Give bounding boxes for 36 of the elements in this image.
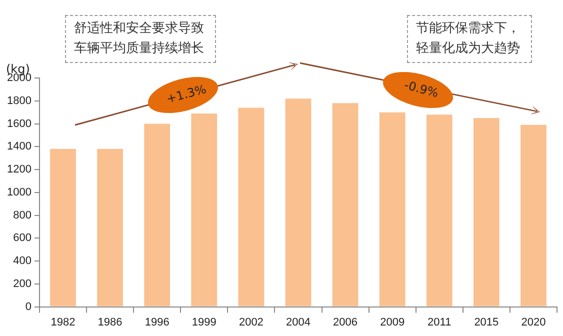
annotation: +1.3% bbox=[164, 82, 208, 106]
text: 舒适性和安全要求导致车辆平均质量持续增长 bbox=[65, 15, 216, 63]
bar bbox=[426, 114, 452, 306]
y-tick-label: 400 bbox=[13, 255, 32, 268]
y-tick-label: 1200 bbox=[6, 164, 32, 176]
bar bbox=[238, 108, 264, 306]
bar bbox=[50, 148, 76, 306]
y-tick-label: 200 bbox=[13, 278, 32, 290]
y-tick-label: 1400 bbox=[6, 140, 32, 153]
y-tick-label: 1600 bbox=[6, 118, 32, 130]
annotation: -0.9% bbox=[402, 78, 440, 100]
y-tick-label: 0 bbox=[25, 300, 32, 313]
bar bbox=[520, 124, 546, 306]
y-tick-label: 800 bbox=[13, 209, 32, 222]
bar bbox=[332, 103, 358, 306]
x-tick-label: 1982 bbox=[50, 316, 76, 328]
y-tick-label: 600 bbox=[13, 232, 32, 244]
text: 节能环保需求下，轻量化成为大趋势 bbox=[407, 15, 532, 63]
x-tick-label: 1999 bbox=[192, 316, 216, 328]
x-tick-label: 2011 bbox=[428, 316, 452, 328]
bar bbox=[97, 148, 123, 306]
y-tick-label: 2000 bbox=[6, 72, 32, 84]
bar bbox=[285, 98, 312, 306]
x-tick-label: 2006 bbox=[333, 316, 358, 328]
bar bbox=[473, 118, 500, 306]
y-tick-label: 1000 bbox=[6, 186, 32, 198]
x-tick-label: 2020 bbox=[521, 316, 546, 328]
x-tick-label: 1996 bbox=[144, 316, 170, 328]
x-tick-label: 2009 bbox=[380, 316, 405, 328]
bar bbox=[144, 124, 170, 306]
y-tick-label: 1800 bbox=[6, 94, 32, 107]
x-tick-label: 2015 bbox=[474, 316, 499, 328]
x-tick-label: 2004 bbox=[286, 316, 310, 328]
x-tick-label: 1986 bbox=[98, 316, 122, 328]
x-tick-label: 2002 bbox=[238, 316, 264, 328]
bar bbox=[379, 112, 406, 306]
